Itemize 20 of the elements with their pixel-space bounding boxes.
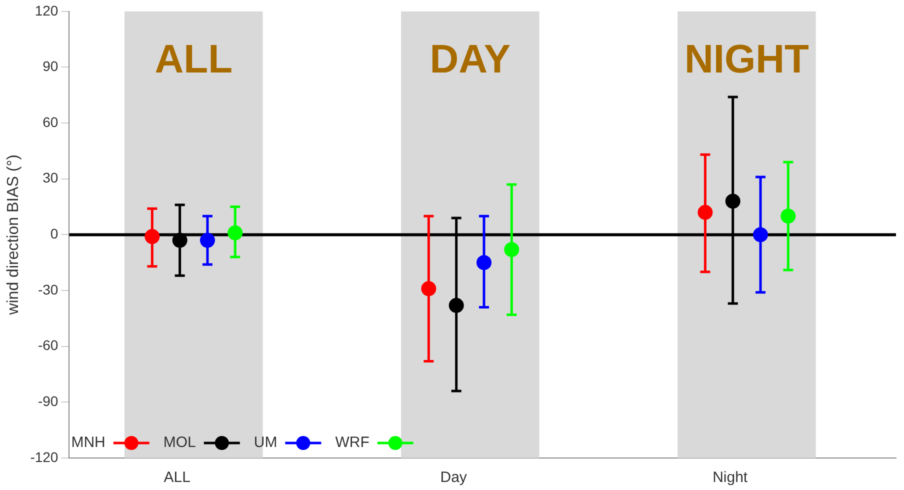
y-tick-label: 60: [42, 114, 58, 130]
y-tick-label: 0: [50, 226, 58, 242]
y-tick-label: 90: [42, 58, 58, 74]
x-tick-label: Day: [440, 469, 468, 486]
y-tick-label: -90: [38, 393, 58, 410]
x-tick-label: Night: [712, 469, 748, 486]
legend-label: WRF: [335, 434, 370, 452]
x-tick-label: ALL: [164, 469, 190, 486]
y-tick-label: 30: [42, 170, 58, 186]
y-tick-label: -120: [30, 448, 58, 465]
y-tick-label: -60: [38, 337, 58, 354]
band-label: DAY: [430, 37, 511, 82]
y-tick-label: 120: [34, 2, 58, 18]
y-tick-label: -30: [38, 281, 58, 298]
y-axis-title: wind direction BIAS (°): [5, 154, 22, 316]
band-label: ALL: [154, 37, 233, 82]
legend-label: MOL: [163, 434, 196, 452]
legend-label: UM: [254, 434, 278, 452]
legend-label: MNH: [71, 434, 106, 452]
band-label: NIGHT: [684, 37, 809, 82]
